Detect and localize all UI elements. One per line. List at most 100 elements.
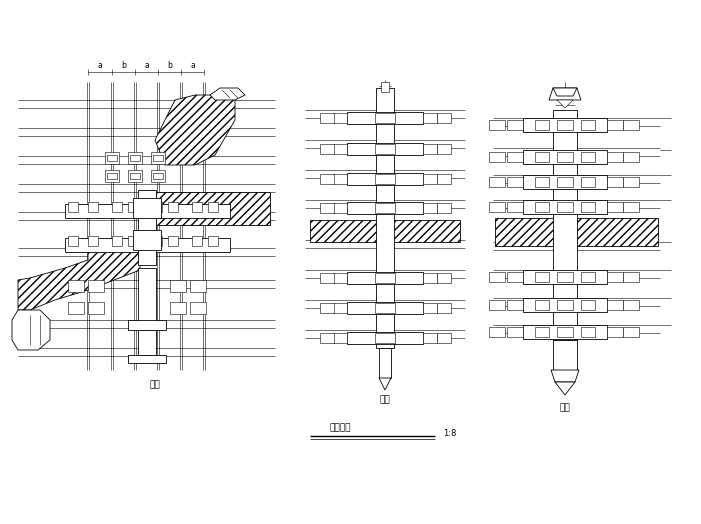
Bar	[581, 300, 595, 310]
Bar	[333, 273, 347, 283]
Bar	[153, 173, 163, 179]
Bar	[535, 177, 549, 187]
Bar	[88, 302, 104, 314]
Bar	[535, 327, 549, 337]
Bar	[347, 112, 423, 124]
Bar	[375, 333, 395, 343]
Bar	[607, 177, 623, 187]
Bar	[523, 298, 607, 312]
Bar	[375, 303, 395, 313]
Bar	[507, 202, 523, 212]
Bar	[333, 333, 347, 343]
Bar	[557, 177, 573, 187]
Bar	[128, 320, 166, 330]
Bar	[623, 120, 639, 130]
Bar	[151, 170, 165, 182]
Bar	[507, 327, 523, 337]
Bar	[437, 203, 451, 213]
Bar	[151, 152, 165, 164]
Bar	[128, 355, 166, 363]
Polygon shape	[155, 192, 270, 225]
Bar	[437, 303, 451, 313]
Bar	[128, 236, 138, 246]
Bar	[320, 333, 334, 343]
Bar	[375, 144, 395, 154]
Bar	[208, 236, 218, 246]
Bar	[68, 202, 78, 212]
Bar	[507, 120, 523, 130]
Bar	[347, 332, 423, 344]
Bar	[128, 152, 142, 164]
Text: 1:8: 1:8	[443, 429, 456, 438]
Bar	[347, 302, 423, 314]
Bar	[192, 202, 202, 212]
Bar	[320, 203, 334, 213]
Bar	[192, 236, 202, 246]
Bar	[607, 152, 623, 162]
Bar	[607, 120, 623, 130]
Bar	[423, 333, 437, 343]
Bar	[553, 110, 577, 340]
Text: 背视: 背视	[559, 403, 571, 412]
Text: b: b	[167, 60, 172, 70]
Polygon shape	[551, 370, 579, 382]
Bar	[557, 120, 573, 130]
Bar	[152, 236, 162, 246]
Bar	[138, 330, 156, 355]
Bar	[523, 325, 607, 339]
Bar	[507, 177, 523, 187]
Bar	[607, 202, 623, 212]
Bar	[88, 202, 98, 212]
Bar	[623, 152, 639, 162]
Bar	[88, 236, 98, 246]
Bar	[133, 198, 161, 218]
Bar	[333, 174, 347, 184]
Polygon shape	[549, 88, 581, 100]
Bar	[138, 268, 156, 323]
Bar	[535, 300, 549, 310]
Bar	[320, 113, 334, 123]
Bar	[107, 173, 117, 179]
Text: a: a	[97, 60, 102, 70]
Bar	[320, 144, 334, 154]
Bar	[333, 303, 347, 313]
Bar	[523, 270, 607, 284]
Bar	[495, 218, 658, 246]
Bar	[489, 327, 505, 337]
Text: a: a	[144, 60, 149, 70]
Bar	[535, 120, 549, 130]
Bar	[168, 202, 178, 212]
Bar	[535, 272, 549, 282]
Bar	[105, 152, 119, 164]
Bar	[347, 272, 423, 284]
Bar	[320, 273, 334, 283]
Bar	[153, 155, 163, 161]
Bar	[623, 272, 639, 282]
Bar	[437, 333, 451, 343]
Bar	[170, 280, 186, 292]
Bar	[535, 152, 549, 162]
Bar	[557, 272, 573, 282]
Bar	[507, 300, 523, 310]
Bar	[489, 177, 505, 187]
Bar	[65, 204, 230, 218]
Bar	[423, 144, 437, 154]
Bar	[375, 113, 395, 123]
Bar	[68, 302, 84, 314]
Bar	[379, 348, 391, 378]
Bar	[333, 144, 347, 154]
Bar	[507, 152, 523, 162]
Bar	[489, 202, 505, 212]
Bar	[523, 200, 607, 214]
Bar	[347, 143, 423, 155]
Bar	[320, 174, 334, 184]
Polygon shape	[379, 378, 391, 390]
Bar	[152, 202, 162, 212]
Bar	[557, 202, 573, 212]
Bar	[130, 155, 140, 161]
Bar	[333, 113, 347, 123]
Bar	[133, 230, 161, 250]
Bar	[581, 177, 595, 187]
Text: 平视: 平视	[380, 396, 390, 405]
Bar	[557, 152, 573, 162]
